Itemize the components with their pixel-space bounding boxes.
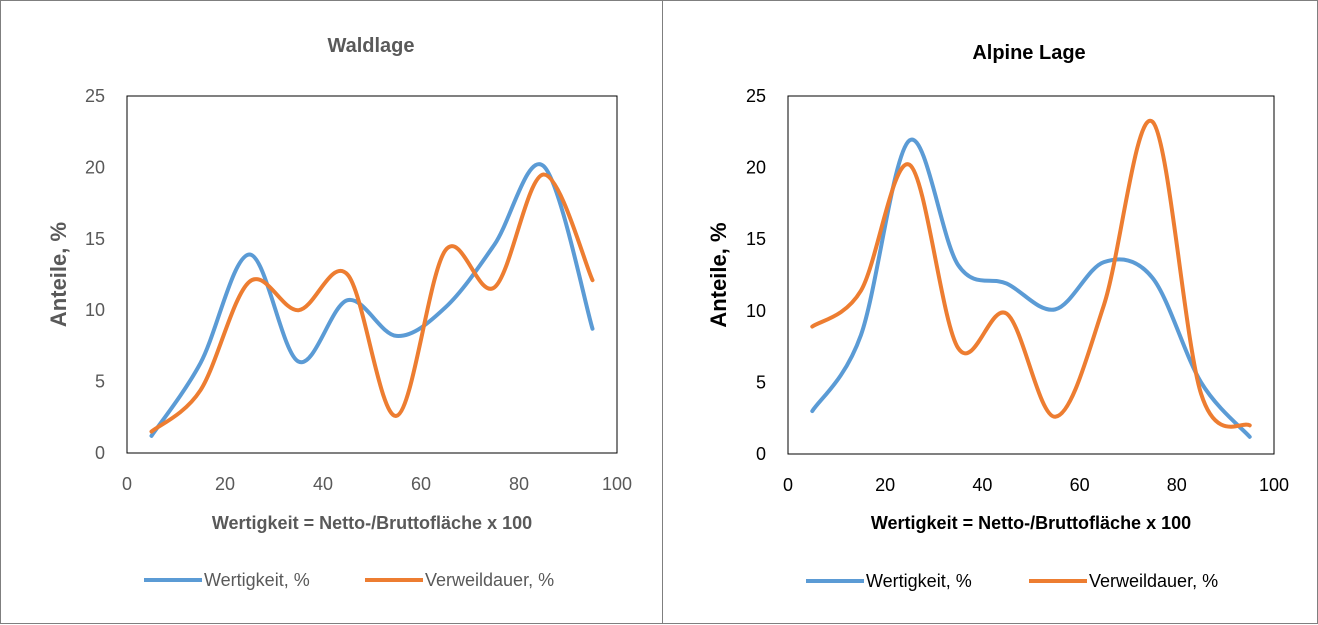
y-axis-title: Anteile, % [46, 222, 71, 327]
x-tick-label: 0 [122, 474, 132, 494]
x-tick-label: 20 [215, 474, 235, 494]
y-tick-label: 5 [95, 372, 105, 392]
chart-title: Waldlage [327, 35, 414, 57]
series-line-wertigkeit [810, 137, 1252, 439]
y-tick-label: 25 [746, 86, 766, 106]
x-tick-label: 40 [313, 474, 333, 494]
plot-area-border [787, 95, 1275, 455]
legend-label-verweildauer: Verweildauer, % [1089, 571, 1218, 591]
y-tick-label: 20 [85, 157, 105, 177]
series-line-verweildauer [810, 118, 1252, 429]
x-tick-label: 0 [783, 475, 793, 495]
y-tick-label: 0 [95, 443, 105, 463]
chart-waldlage: Waldlage 0 5 10 15 20 25 0 20 40 60 80 100 Wertigkeit… [46, 35, 632, 590]
x-axis-title: Wertigkeit = Netto-/Bruttofläche x 100 [871, 513, 1191, 533]
legend-label-wertigkeit: Wertigkeit, % [866, 571, 972, 591]
series-line-verweildauer [149, 172, 595, 434]
legend-label-wertigkeit: Wertigkeit, % [204, 570, 310, 590]
x-tick-label: 60 [1070, 475, 1090, 495]
y-tick-label: 25 [85, 86, 105, 106]
chart-panel-alpine-lage: Alpine Lage 0 5 10 15 20 25 0 20 40 60 80 100 Wertigk… [662, 0, 1318, 624]
series-line-wertigkeit [149, 162, 595, 438]
chart-title: Alpine Lage [972, 42, 1085, 64]
x-axis-title: Wertigkeit = Netto-/Bruttofläche x 100 [212, 513, 532, 533]
x-tick-label: 100 [1259, 475, 1289, 495]
y-tick-label: 15 [85, 229, 105, 249]
x-tick-label: 80 [509, 474, 529, 494]
x-tick-label: 20 [875, 475, 895, 495]
y-tick-label: 10 [85, 300, 105, 320]
legend-label-verweildauer: Verweildauer, % [425, 570, 554, 590]
y-tick-label: 10 [746, 301, 766, 321]
y-tick-label: 20 [746, 158, 766, 178]
x-tick-label: 40 [972, 475, 992, 495]
y-axis-title: Anteile, % [706, 222, 731, 327]
chart-panel-waldlage: Waldlage 0 5 10 15 20 25 0 20 40 60 80 100 Wertigkeit… [0, 0, 663, 624]
chart-alpine-lage: Alpine Lage 0 5 10 15 20 25 0 20 40 60 80 100 Wertigk… [706, 42, 1289, 591]
y-tick-label: 5 [756, 372, 766, 392]
y-tick-label: 0 [756, 444, 766, 464]
y-tick-label: 15 [746, 229, 766, 249]
x-tick-label: 80 [1167, 475, 1187, 495]
x-tick-label: 100 [602, 474, 632, 494]
x-tick-label: 60 [411, 474, 431, 494]
plot-area-border [126, 95, 618, 454]
